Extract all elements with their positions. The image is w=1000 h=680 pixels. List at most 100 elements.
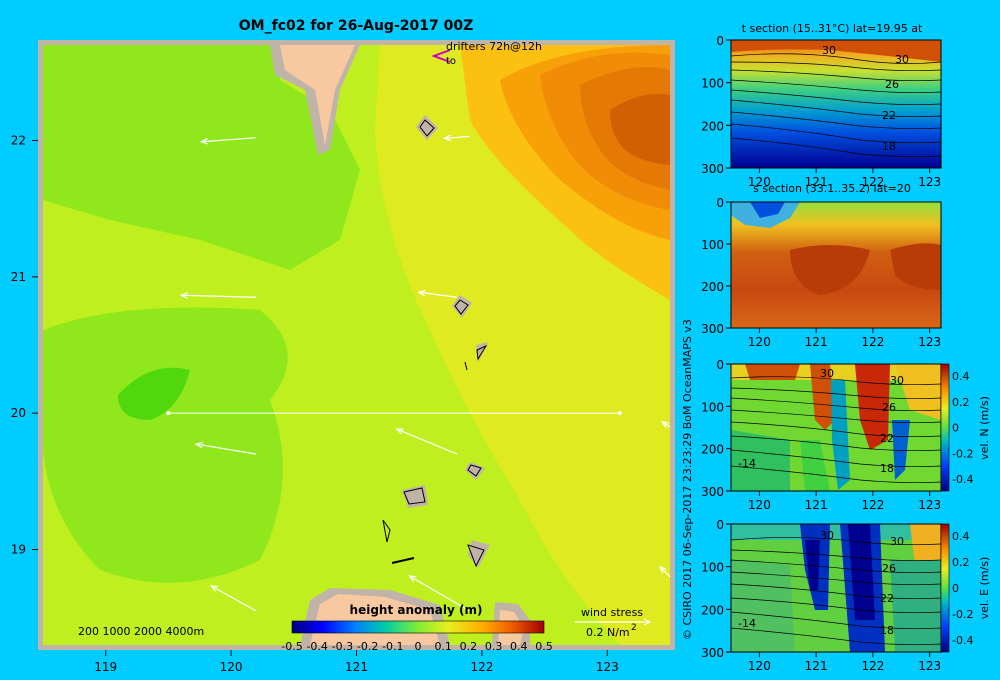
e-contour-label-1: 30 [820,529,834,542]
n-depth-tick-label-1: 100 [701,400,724,414]
wind-vectors [179,134,671,612]
wind-vector-9 [660,421,671,428]
section-line-end [617,411,622,416]
t-x-tick-label-1: 121 [805,175,828,189]
lat-tick-label-3: 19 [11,543,26,557]
colorbar-ramp [291,620,545,634]
lon-tick-label-4: 123 [596,660,619,674]
s-depth-tick-label-1: 100 [701,238,724,252]
n-contour-label-4: 22 [880,432,894,445]
t-contour-label-1: 30 [822,44,836,57]
wind-vector-0 [199,137,257,145]
n-vel-tick-label-2: 0 [952,422,959,435]
vel-e-unit: vel. E (m/s) [978,557,991,620]
t-contour-label-2: 30 [895,53,909,66]
figure-title: OM_fc02 for 26-Aug-2017 00Z [239,18,473,34]
n-depth-tick-label-3: 300 [701,485,724,499]
colorbar-tick-0: -0.5 [281,640,302,653]
n-x-tick-label-0: 120 [748,498,771,512]
s-x-tick-label-3: 123 [918,335,941,349]
colorbar-tick-9: 0.4 [510,640,528,653]
n-contour-label-1: 30 [820,367,834,380]
lon-tick-label-0: 119 [94,660,117,674]
wind-vector-4 [395,428,458,455]
e-x-tick-label-0: 120 [748,659,771,673]
drifter-sub: to [446,56,456,67]
map-field [43,45,670,645]
e-contour-label-2: 30 [890,535,904,548]
wind-scale: wind stress 0.2 N/m 2 [575,606,652,639]
wind-vector-7 [209,585,257,612]
n-contour-label-2: 30 [890,374,904,387]
wind-vector-1 [442,134,470,142]
wind-vector-3 [417,289,457,298]
s-x-tick-label-2: 122 [861,335,884,349]
t-x-tick-label-2: 122 [861,175,884,189]
height-anomaly-colorbar: height anomaly (m) -0.5 -0.4 -0.3 -0.2 -0.1 0… [281,603,552,653]
wind-vector-5 [194,441,257,455]
t-depth-tick-label-3: 300 [701,162,724,176]
map-axes: 119 120 121 122 123 22 21 20 19 [11,133,619,674]
e-contour-label-5: 18 [880,624,894,637]
e-contour-label-4: 22 [880,592,894,605]
colorbar-tick-1: -0.4 [306,640,327,653]
e-vel-tick-label-1: 0.2 [952,556,970,569]
e-depth-tick-label-0: 0 [716,518,724,532]
wind-scale-title: wind stress [581,606,643,619]
vel-e-section-panel: 30 30 26 22 18 -14 vel. E (m/s) [730,523,991,653]
n-x-tick-label-3: 123 [918,498,941,512]
lat-tick-label-2: 20 [11,406,26,420]
wind-scale-value: 0.2 N/m [586,626,630,639]
e-x-tick-label-2: 122 [861,659,884,673]
colorbar-tick-4: -0.1 [382,640,403,653]
wind-vector-6 [408,575,470,612]
n-depth-tick-label-0: 0 [716,358,724,372]
height-anomaly-map [38,40,675,650]
colorbar-tick-7: 0.2 [460,640,478,653]
t-depth-tick-label-1: 100 [701,77,724,91]
t-contour-label-3: 26 [885,78,899,91]
vel-n-contours [731,376,941,484]
s-section-title: s section (33.1..35.2) lat=20 [753,182,911,195]
s-depth-tick-label-2: 200 [701,280,724,294]
vel-e-colorbar [940,523,950,653]
n-vel-tick-label-0: 0.4 [952,370,970,383]
wind-vector-8 [658,565,671,578]
s-depth-tick-label-0: 0 [716,196,724,210]
t-section-contours [731,53,941,158]
n-contour-label-5: 18 [880,462,894,475]
e-contour-label-3: 26 [882,562,896,575]
n-vel-tick-label-4: -0.4 [952,473,973,486]
t-section-field [731,40,941,168]
drifter-marker [431,49,451,63]
e-vel-tick-label-3: -0.2 [952,608,973,621]
t-x-tick-label-0: 120 [748,175,771,189]
wind-vector-2 [179,292,257,299]
s-depth-tick-label-3: 300 [701,322,724,336]
n-x-tick-label-2: 122 [861,498,884,512]
n-vel-tick-label-3: -0.2 [952,447,973,460]
colorbar-tick-6: 0.1 [434,640,452,653]
s-x-tick-label-0: 120 [748,335,771,349]
t-contour-label-5: 18 [882,140,896,153]
lon-tick-label-3: 122 [470,660,493,674]
colorbar-tick-8: 0.3 [485,640,503,653]
vel-n-unit: vel. N (m/s) [978,396,991,460]
n-vel-tick-label-1: 0.2 [952,396,970,409]
colorbar-tick-2: -0.3 [332,640,353,653]
colorbar-tick-3: -0.2 [357,640,378,653]
section-line-start [166,411,171,416]
wind-scale-exponent: 2 [631,623,637,633]
e-vel-tick-label-2: 0 [952,582,959,595]
t-x-tick-label-3: 123 [918,175,941,189]
e-depth-tick-label-3: 300 [701,646,724,660]
e-contour-label-6: -14 [738,617,756,630]
section-line [166,411,622,416]
e-vel-tick-label-4: -0.4 [952,634,973,647]
n-depth-tick-label-2: 200 [701,443,724,457]
s-x-tick-label-1: 121 [805,335,828,349]
lon-tick-label-2: 121 [345,660,368,674]
colorbar-tick-10: 0.5 [535,640,553,653]
